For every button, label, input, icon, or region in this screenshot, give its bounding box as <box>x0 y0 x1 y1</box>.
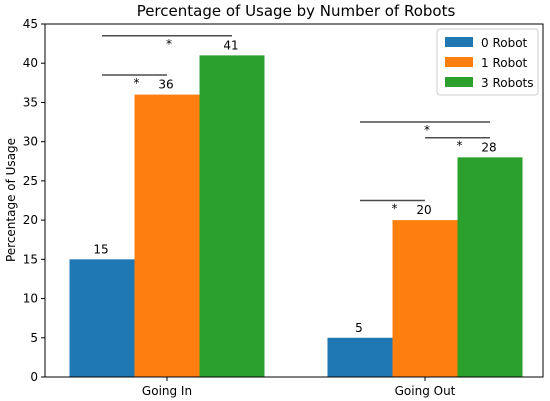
bar <box>69 259 135 377</box>
significance-marker: * <box>166 37 172 51</box>
y-tick-label: 45 <box>23 17 38 31</box>
bar-value-label: 20 <box>416 203 431 217</box>
legend-swatch <box>445 37 473 47</box>
bar-value-label: 36 <box>158 78 173 92</box>
bar <box>199 55 265 377</box>
x-axis-ticks: Going In Going Out <box>142 377 456 398</box>
bar-value-label: 28 <box>481 140 496 154</box>
bar-value-label: 5 <box>355 321 363 335</box>
significance-marker: * <box>134 76 140 90</box>
legend-label: 3 Robots <box>481 76 534 90</box>
y-axis-ticks: 0 5 10 15 20 25 30 35 40 45 <box>23 17 45 384</box>
x-tick-label: Going In <box>142 384 192 398</box>
legend-label: 1 Robot <box>481 56 528 70</box>
legend-label: 0 Robot <box>481 36 528 50</box>
bars <box>69 55 523 377</box>
y-tick-label: 20 <box>23 213 38 227</box>
bar-value-label: 41 <box>223 38 238 52</box>
bar-value-label: 15 <box>93 242 108 256</box>
bar-labels: 15 5 36 20 41 28 <box>93 38 496 334</box>
chart-title: Percentage of Usage by Number of Robots <box>137 2 456 20</box>
y-axis-label: Percentage of Usage <box>4 138 18 262</box>
significance-marker: * <box>424 123 430 137</box>
y-tick-label: 10 <box>23 292 38 306</box>
y-tick-label: 30 <box>23 135 38 149</box>
legend: 0 Robot 1 Robot 3 Robots <box>436 28 539 96</box>
legend-swatch <box>445 57 473 67</box>
y-tick-label: 25 <box>23 174 38 188</box>
legend-swatch <box>445 77 473 87</box>
significance-marker: * <box>457 139 463 153</box>
y-tick-label: 35 <box>23 95 38 109</box>
significance-brackets: * * * * * <box>102 35 490 216</box>
y-tick-label: 40 <box>23 56 38 70</box>
plot-area-frame <box>44 23 544 378</box>
y-tick-label: 0 <box>30 370 38 384</box>
bar <box>134 94 200 377</box>
bar <box>457 157 523 377</box>
significance-marker: * <box>392 202 398 216</box>
bar <box>327 337 393 377</box>
x-tick-label: Going Out <box>395 384 456 398</box>
y-tick-label: 15 <box>23 252 38 266</box>
y-tick-label: 5 <box>30 331 38 345</box>
bar <box>392 220 458 377</box>
